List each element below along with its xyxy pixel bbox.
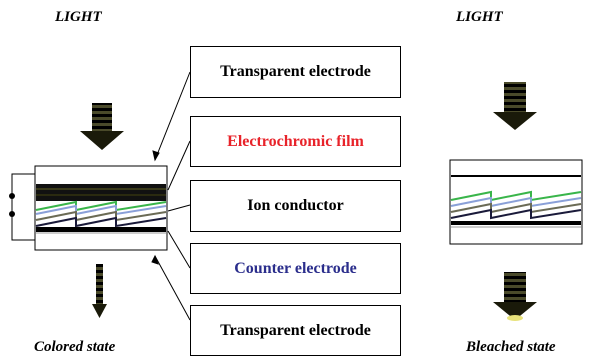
label-box-counter-electrode: Counter electrode <box>190 243 401 294</box>
label-box-transparent-electrode-bottom: Transparent electrode <box>190 305 401 356</box>
layer-label: Ion conductor <box>247 197 344 214</box>
connector-lines <box>151 71 191 321</box>
left-device-stack <box>34 165 168 251</box>
left-light-label: LIGHT <box>55 9 102 25</box>
colored-state-label: Colored state <box>34 339 116 355</box>
right-light-arrow <box>493 82 537 130</box>
right-device-stack <box>449 159 583 245</box>
layer-label: Electrochromic film <box>227 132 364 150</box>
label-box-electrochromic-film: Electrochromic film <box>190 116 401 167</box>
layer-label: Transparent electrode <box>220 321 371 339</box>
layer-label: Counter electrode <box>234 259 357 277</box>
left-light-arrow <box>80 103 124 150</box>
layer-label: Transparent electrode <box>220 63 371 80</box>
external-circuit <box>9 173 35 241</box>
label-box-ion-conductor: Ion conductor <box>190 180 401 232</box>
right-light-label: LIGHT <box>456 9 503 25</box>
left-transmitted-arrow <box>92 264 107 318</box>
right-transmitted-arrow <box>493 272 537 321</box>
bleached-state-label: Bleached state <box>466 339 556 355</box>
label-box-transparent-electrode-top: Transparent electrode <box>190 46 401 98</box>
